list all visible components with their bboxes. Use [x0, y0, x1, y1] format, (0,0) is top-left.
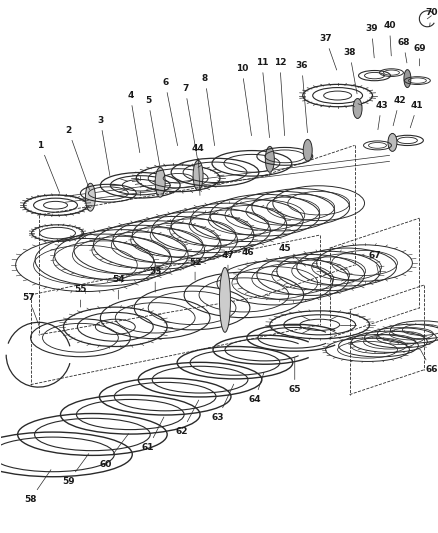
- Text: 40: 40: [382, 21, 395, 56]
- Text: 43: 43: [374, 101, 387, 130]
- Text: 60: 60: [99, 434, 128, 469]
- Text: 41: 41: [409, 101, 423, 128]
- Text: 61: 61: [141, 417, 163, 452]
- Text: 63: 63: [211, 384, 233, 422]
- Text: 53: 53: [148, 268, 161, 292]
- Text: 7: 7: [181, 84, 197, 159]
- Text: 47: 47: [221, 251, 234, 272]
- Text: 65: 65: [288, 358, 300, 394]
- Text: 64: 64: [248, 373, 263, 404]
- Ellipse shape: [265, 147, 274, 172]
- Ellipse shape: [193, 160, 203, 190]
- Text: 37: 37: [318, 34, 336, 70]
- Text: 44: 44: [191, 144, 204, 196]
- Text: 6: 6: [162, 78, 177, 146]
- Text: 4: 4: [127, 91, 139, 152]
- Ellipse shape: [303, 140, 311, 161]
- Ellipse shape: [403, 70, 410, 87]
- Text: 42: 42: [392, 96, 405, 126]
- Ellipse shape: [219, 268, 230, 332]
- Ellipse shape: [387, 133, 396, 151]
- Text: 38: 38: [343, 48, 356, 94]
- Text: 58: 58: [24, 470, 51, 504]
- Text: 10: 10: [235, 64, 251, 136]
- Text: 59: 59: [62, 454, 88, 486]
- Ellipse shape: [155, 167, 165, 197]
- Text: 55: 55: [74, 286, 86, 307]
- Ellipse shape: [352, 99, 361, 118]
- Text: 36: 36: [295, 61, 307, 133]
- Text: 39: 39: [364, 25, 377, 58]
- Text: 66: 66: [420, 350, 437, 374]
- Text: 70: 70: [424, 9, 437, 26]
- Text: 52: 52: [188, 257, 201, 280]
- Ellipse shape: [85, 183, 95, 211]
- Text: 11: 11: [255, 58, 269, 138]
- Text: 2: 2: [65, 126, 89, 190]
- Text: 67: 67: [367, 251, 380, 275]
- Text: 8: 8: [201, 74, 214, 146]
- Text: 1: 1: [37, 141, 59, 192]
- Text: 5: 5: [145, 96, 159, 166]
- Text: 54: 54: [112, 276, 124, 299]
- Text: 57: 57: [22, 293, 39, 327]
- Text: 69: 69: [412, 44, 425, 66]
- Text: 62: 62: [176, 400, 198, 436]
- Text: 45: 45: [278, 244, 305, 266]
- Text: 68: 68: [396, 38, 409, 63]
- Text: 46: 46: [241, 247, 254, 262]
- Text: 12: 12: [273, 58, 286, 135]
- Text: 3: 3: [97, 116, 110, 175]
